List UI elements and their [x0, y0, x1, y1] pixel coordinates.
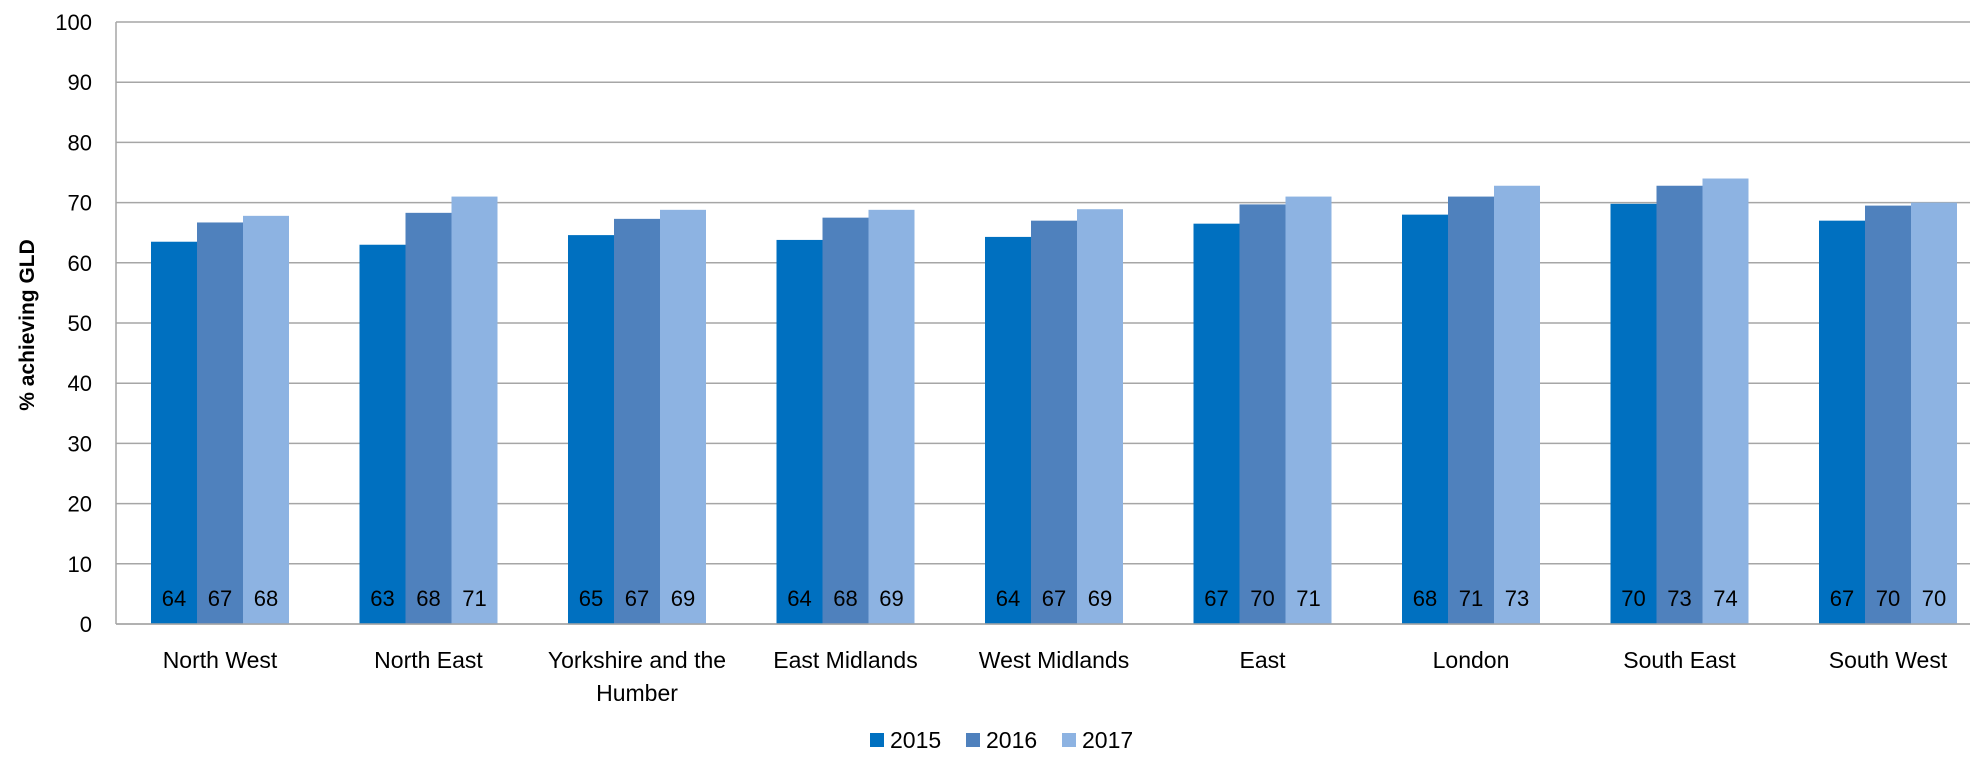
bar-2015 — [359, 244, 406, 625]
x-axis: North West North East Yorkshire and the Hum… — [116, 623, 1970, 706]
bar-2016 — [1656, 185, 1703, 624]
y-tick-label: 20 — [68, 492, 92, 517]
data-label: 70 — [1250, 586, 1274, 611]
bar-2015 — [1402, 214, 1448, 624]
y-tick-label: 50 — [68, 311, 92, 336]
bar-2017 — [1494, 185, 1540, 624]
legend-label: 2016 — [986, 727, 1037, 753]
data-label: 69 — [1088, 586, 1112, 611]
data-label: 68 — [833, 586, 857, 611]
y-tick-label: 10 — [68, 552, 92, 577]
bar-2017 — [868, 209, 915, 624]
bar-2017 — [1285, 196, 1332, 624]
y-tick-label: 0 — [80, 612, 92, 637]
bar-2017 — [451, 196, 498, 624]
x-tick-label: West Midlands — [979, 647, 1129, 673]
x-tick-label: Humber — [596, 680, 678, 706]
bar-2016 — [197, 222, 243, 624]
legend-swatch — [966, 733, 980, 747]
legend: 2015 2016 2017 — [870, 727, 1133, 753]
data-label: 69 — [671, 586, 695, 611]
data-label: 67 — [208, 586, 232, 611]
data-label: 67 — [1042, 586, 1066, 611]
x-tick-label: North East — [374, 647, 483, 673]
bar-2016 — [1448, 196, 1494, 624]
y-tick-label: 70 — [68, 191, 92, 216]
legend-label: 2017 — [1082, 727, 1133, 753]
bar-2015 — [776, 239, 823, 624]
y-tick-label: 90 — [68, 70, 92, 95]
data-label: 71 — [462, 586, 486, 611]
data-label: 71 — [1459, 586, 1483, 611]
data-label: 64 — [162, 586, 186, 611]
x-tick-label: South East — [1623, 647, 1736, 673]
data-label: 70 — [1621, 586, 1645, 611]
data-label: 64 — [996, 586, 1020, 611]
x-tick-label: South West — [1829, 647, 1948, 673]
data-labels: 64 67 68 63 68 71 65 67 69 64 68 69 64 67 69 67 70 71 68 71… — [162, 586, 1946, 611]
bar-2016 — [1239, 204, 1286, 624]
bar-2015 — [1193, 223, 1240, 625]
bar-2016 — [405, 212, 452, 625]
legend-label: 2015 — [890, 727, 941, 753]
data-label: 73 — [1505, 586, 1529, 611]
data-label: 68 — [254, 586, 278, 611]
y-tick-label: 100 — [55, 10, 92, 35]
data-label: 70 — [1922, 586, 1946, 611]
bar-2016 — [822, 217, 869, 624]
bar-2015 — [151, 241, 197, 625]
x-tick-label: East Midlands — [773, 647, 917, 673]
bar-2016 — [614, 218, 660, 624]
data-label: 71 — [1296, 586, 1320, 611]
data-label: 74 — [1713, 586, 1737, 611]
y-tick-label: 40 — [68, 371, 92, 396]
x-tick-label: East — [1239, 647, 1286, 673]
bar-2017 — [243, 215, 289, 624]
bar-2015 — [985, 236, 1031, 624]
bar-2017 — [1077, 209, 1123, 625]
data-label: 65 — [579, 586, 603, 611]
data-label: 63 — [370, 586, 394, 611]
y-tick-label: 30 — [68, 431, 92, 456]
bar-2017 — [1911, 202, 1957, 624]
data-label: 73 — [1667, 586, 1691, 611]
data-label: 70 — [1876, 586, 1900, 611]
data-label: 68 — [416, 586, 440, 611]
bar-2017 — [1702, 178, 1749, 624]
bar-2016 — [1865, 205, 1911, 625]
x-tick-label: London — [1433, 647, 1510, 673]
bar-2016 — [1031, 220, 1077, 624]
x-tick-label: North West — [163, 647, 278, 673]
x-tick-label: Yorkshire and the — [548, 647, 726, 673]
legend-swatch — [1062, 733, 1076, 747]
y-axis-label: % achieving GLD — [16, 239, 39, 411]
bar-2015 — [568, 235, 614, 624]
legend-swatch — [870, 733, 884, 747]
data-label: 69 — [879, 586, 903, 611]
y-axis: 0 10 20 30 40 50 60 70 80 90 100 — [55, 10, 117, 637]
data-label: 68 — [1413, 586, 1437, 611]
bar-2015 — [1610, 203, 1657, 624]
bar-2015 — [1819, 220, 1865, 624]
data-label: 67 — [1830, 586, 1854, 611]
data-label: 67 — [625, 586, 649, 611]
data-label: 64 — [787, 586, 811, 611]
y-tick-label: 80 — [68, 130, 92, 155]
bars — [151, 178, 1957, 625]
data-label: 67 — [1204, 586, 1228, 611]
y-tick-label: 60 — [68, 251, 92, 276]
bar-2017 — [660, 209, 706, 624]
